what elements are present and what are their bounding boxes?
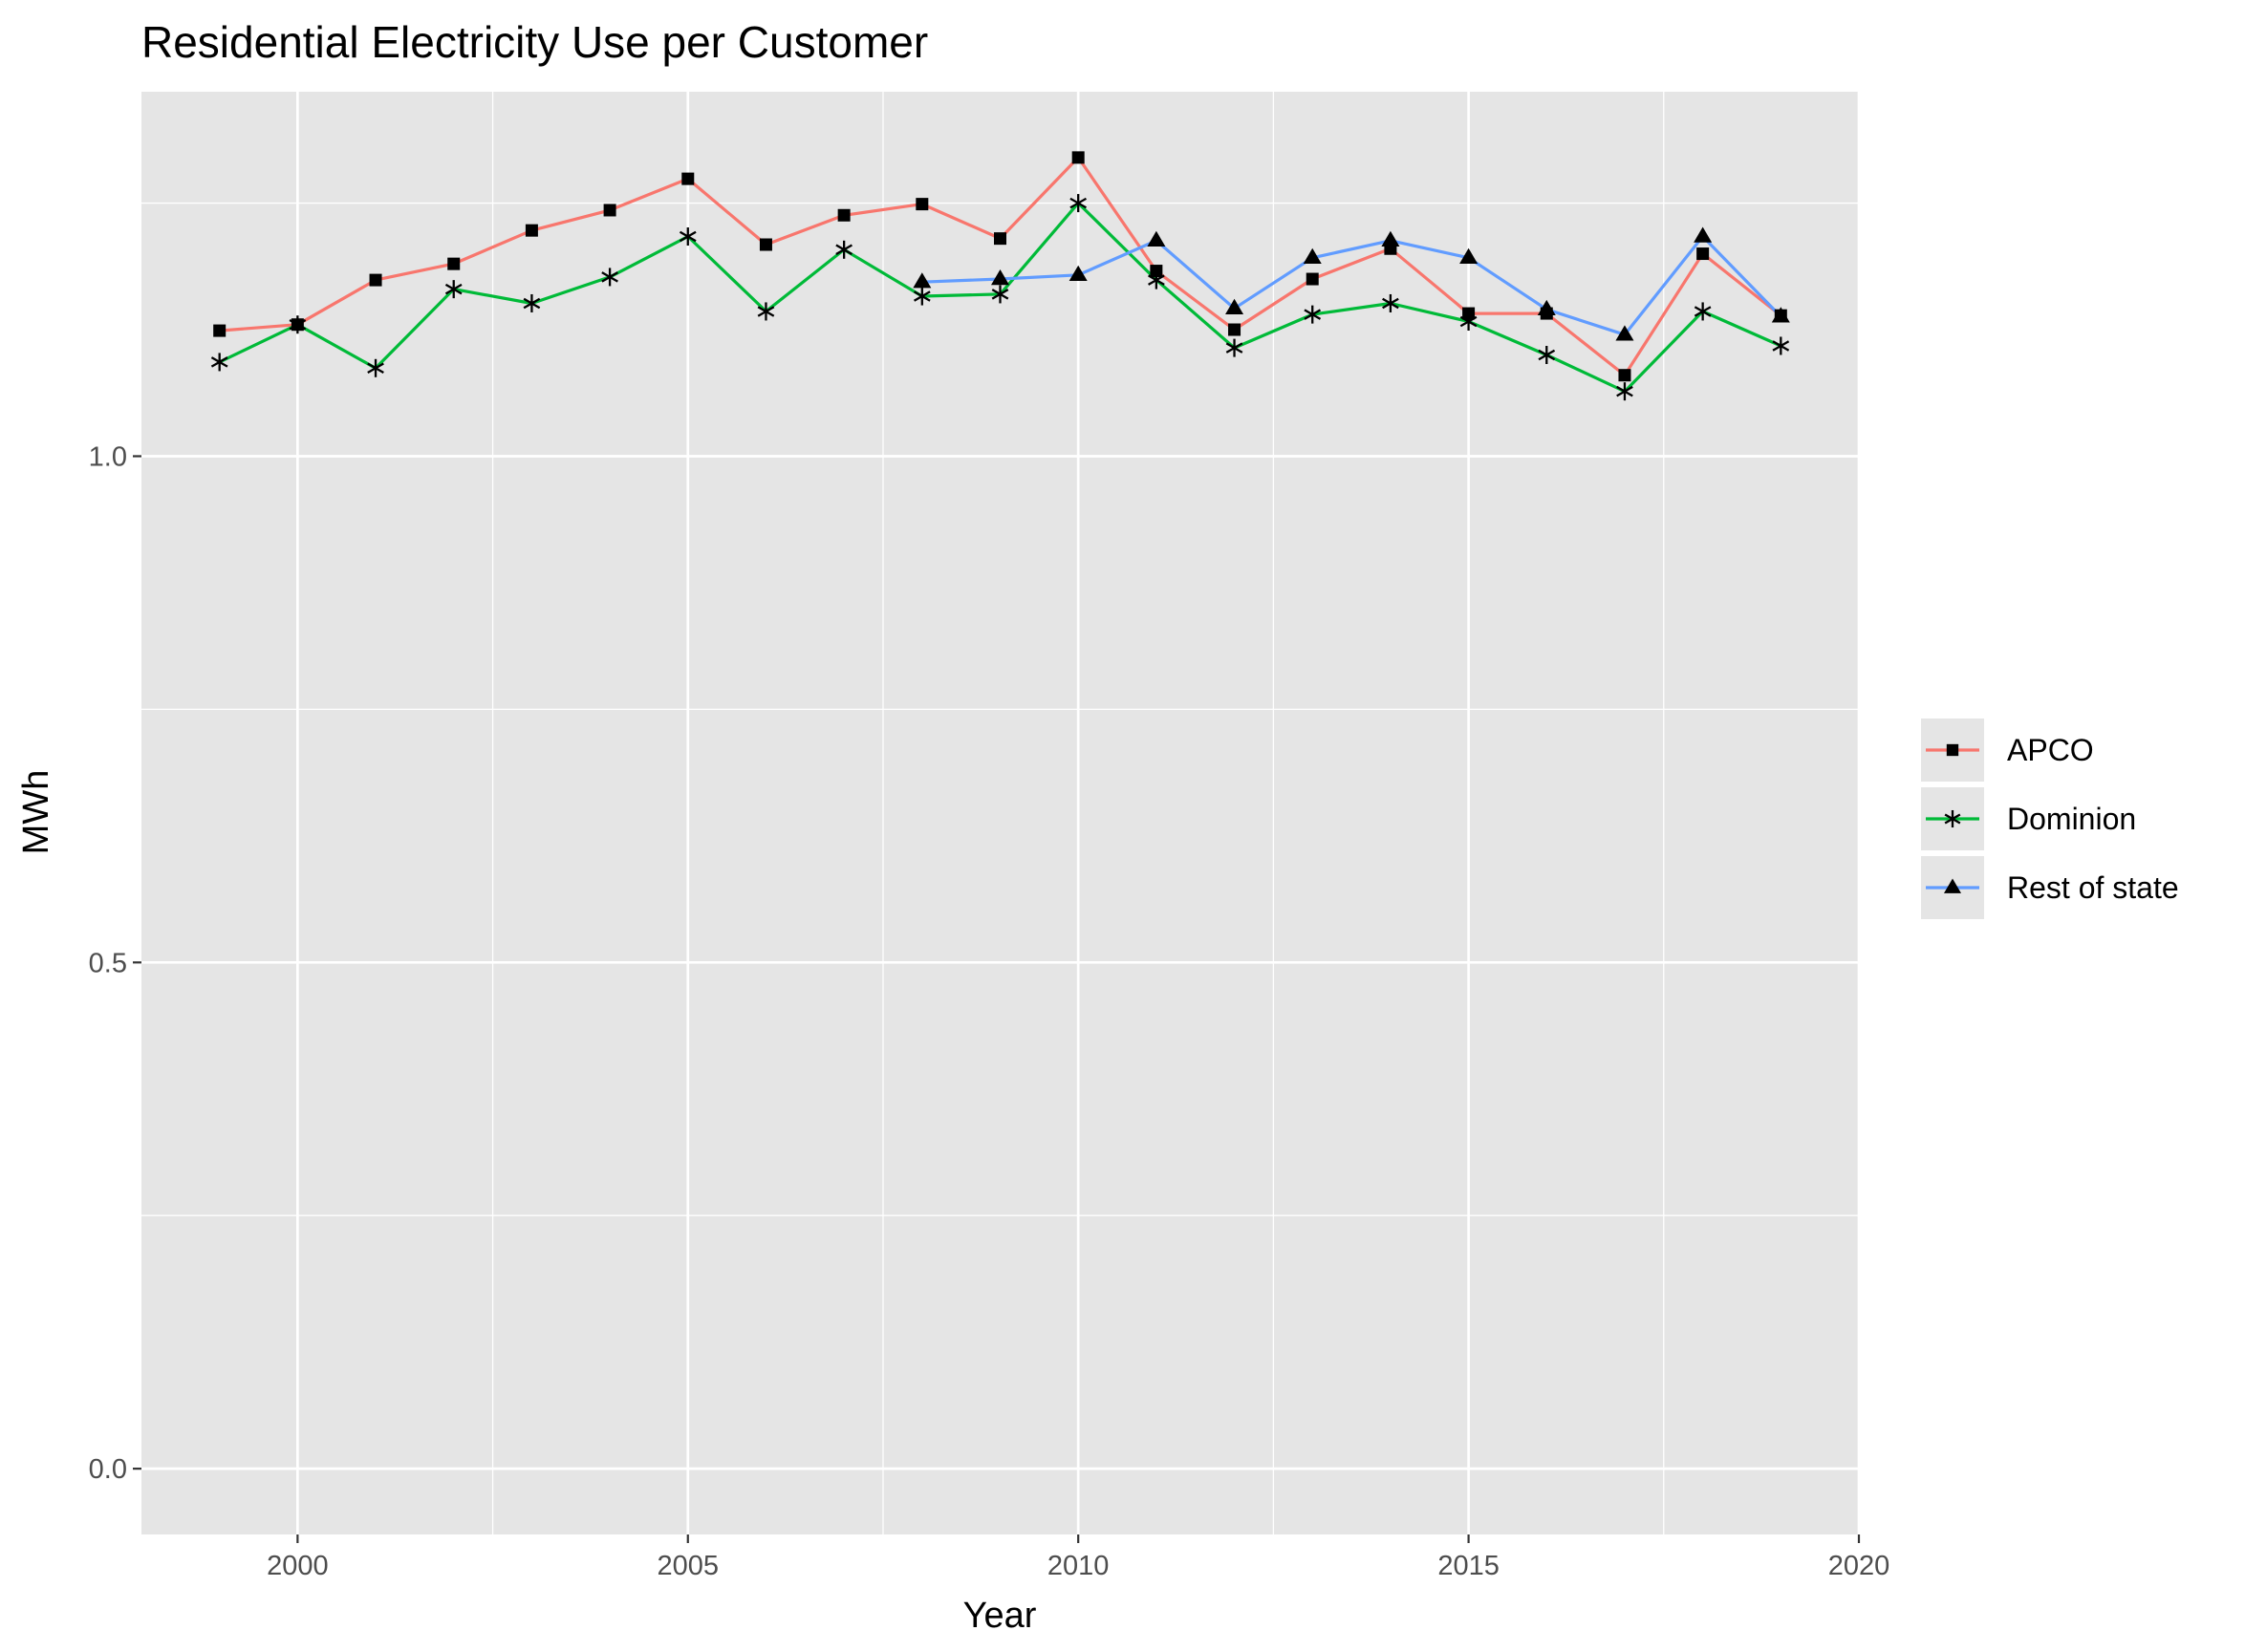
legend-marker-rest-of-state — [1943, 878, 1962, 893]
series-points — [210, 151, 1790, 401]
data-point-dominion — [367, 358, 384, 377]
data-point-apco — [681, 172, 695, 185]
data-point-apco — [759, 238, 772, 251]
asterisk-stroke — [1148, 274, 1165, 286]
data-point-apco — [1150, 265, 1163, 278]
asterisk-stroke — [210, 356, 228, 368]
data-point-apco — [1306, 272, 1319, 286]
data-point-apco — [1618, 369, 1631, 382]
plot-panel — [141, 92, 1859, 1534]
data-point-dominion — [991, 285, 1009, 304]
y-axis-title: MWh — [16, 770, 56, 855]
data-point-apco — [447, 257, 461, 270]
data-point-rest-of-state — [1615, 325, 1634, 341]
asterisk-stroke — [757, 306, 775, 317]
legend-label-rest-of-state: Rest of state — [2007, 870, 2179, 905]
legend-label-dominion: Dominion — [2007, 802, 2136, 836]
data-point-rest-of-state — [1069, 265, 1088, 281]
legend-marker-dominion — [1944, 809, 1961, 828]
asterisk-stroke — [1944, 813, 1961, 825]
asterisk-stroke — [1772, 340, 1790, 352]
data-point-apco — [603, 204, 616, 217]
asterisk-stroke — [1694, 306, 1712, 317]
data-point-dominion — [1772, 336, 1790, 355]
data-point-apco — [213, 324, 227, 337]
data-point-dominion — [1694, 302, 1712, 321]
data-point-dominion — [1304, 305, 1322, 324]
data-point-dominion — [523, 293, 541, 312]
data-point-rest-of-state — [913, 272, 932, 289]
asterisk-stroke — [1459, 315, 1478, 328]
asterisk-stroke — [913, 290, 931, 302]
data-point-apco — [916, 198, 929, 211]
asterisk-stroke — [367, 362, 384, 375]
grid-major — [141, 92, 1861, 1534]
data-point-dominion — [1148, 270, 1165, 290]
data-point-dominion — [1538, 346, 1556, 365]
asterisk-stroke — [289, 318, 307, 331]
data-point-dominion — [1382, 293, 1399, 312]
y-tick-label: 1.0 — [89, 441, 127, 472]
data-point-dominion — [835, 240, 853, 259]
series-line-rest-of-state — [921, 234, 1782, 336]
data-point-dominion — [1616, 382, 1633, 401]
x-tick-label: 2000 — [267, 1551, 329, 1581]
asterisk-stroke — [1382, 297, 1399, 310]
x-tick-label: 2015 — [1437, 1551, 1500, 1581]
data-point-dominion — [679, 227, 697, 247]
legend-marker-apco — [1946, 743, 1959, 757]
asterisk-stroke — [1616, 385, 1633, 397]
data-point-apco — [994, 232, 1006, 246]
asterisk-stroke — [1069, 197, 1088, 209]
asterisk-stroke — [1538, 349, 1556, 361]
data-point-rest-of-state — [1537, 299, 1556, 316]
chart-title: Residential Electricity Use per Customer — [141, 17, 928, 67]
y-tick-label: 0.5 — [89, 948, 127, 978]
data-point-rest-of-state — [1771, 307, 1790, 323]
asterisk-stroke — [1225, 342, 1243, 354]
asterisk-stroke — [1304, 309, 1322, 320]
x-tick-label: 2010 — [1047, 1551, 1110, 1581]
data-point-rest-of-state — [991, 269, 1009, 286]
asterisk-stroke — [444, 283, 463, 295]
y-tick-label: 0.0 — [89, 1454, 127, 1485]
x-tick-label: 2005 — [658, 1551, 720, 1581]
data-point-rest-of-state — [1147, 230, 1166, 247]
y-axis: 0.0 0.5 1.0 — [89, 441, 141, 1485]
data-point-dominion — [1459, 312, 1478, 332]
data-point-apco — [369, 273, 382, 287]
data-point-rest-of-state — [1303, 247, 1322, 264]
data-point-dominion — [1069, 194, 1088, 213]
data-point-rest-of-state — [1459, 247, 1479, 264]
legend: APCO Dominion Rest of state — [1921, 719, 2179, 919]
data-point-dominion — [757, 302, 775, 321]
asterisk-stroke — [835, 244, 853, 256]
asterisk-stroke — [523, 297, 541, 310]
legend-label-apco: APCO — [2007, 733, 2094, 767]
data-point-rest-of-state — [1225, 298, 1244, 314]
x-tick-label: 2020 — [1828, 1551, 1890, 1581]
data-point-dominion — [210, 353, 228, 372]
data-point-apco — [1696, 247, 1710, 261]
data-point-dominion — [913, 287, 931, 306]
asterisk-stroke — [679, 230, 697, 243]
data-point-apco — [1228, 323, 1241, 336]
data-point-dominion — [1225, 338, 1243, 357]
data-point-apco — [837, 208, 851, 222]
data-point-apco — [1071, 151, 1085, 164]
data-point-dominion — [601, 268, 618, 287]
x-axis-title: Year — [963, 1596, 1037, 1636]
asterisk-stroke — [991, 289, 1009, 300]
data-point-rest-of-state — [1381, 230, 1400, 247]
data-point-dominion — [289, 315, 307, 334]
asterisk-stroke — [601, 271, 618, 283]
data-point-rest-of-state — [1694, 226, 1713, 243]
data-point-apco — [525, 224, 538, 237]
data-point-dominion — [444, 280, 463, 299]
x-axis: 2000 2005 2010 2015 2020 — [267, 1534, 1889, 1581]
